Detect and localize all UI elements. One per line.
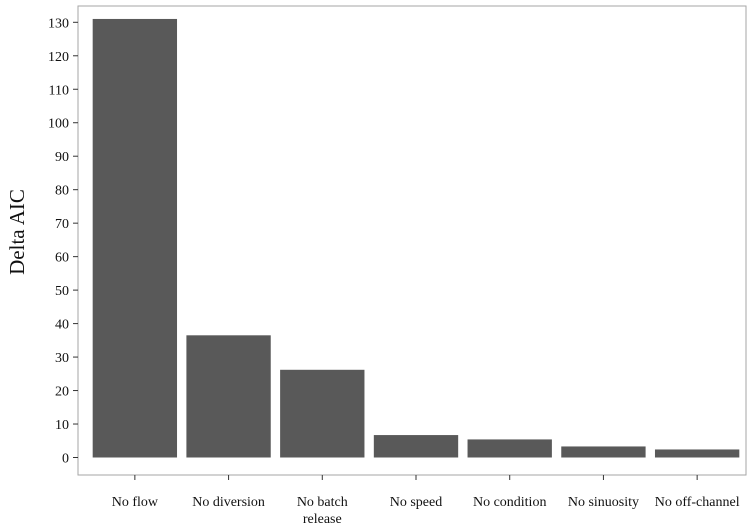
bar — [467, 439, 552, 458]
bar — [280, 369, 365, 458]
x-tick-label: No diversion — [192, 495, 265, 510]
y-tick-label: 10 — [55, 418, 69, 433]
y-tick-label: 120 — [48, 50, 69, 65]
x-tick-label: No condition — [473, 495, 547, 510]
bar — [561, 446, 646, 458]
y-tick-label: 110 — [49, 83, 69, 98]
y-tick-label: 40 — [55, 318, 69, 333]
y-tick-label: 30 — [55, 351, 69, 366]
y-tick-label: 100 — [48, 117, 69, 132]
y-tick-label: 70 — [55, 217, 69, 232]
y-tick-label: 0 — [62, 452, 69, 467]
bars — [92, 18, 740, 458]
plot-frame — [77, 5, 747, 476]
x-tick-label: No sinuosity — [568, 495, 639, 510]
bar — [92, 18, 178, 458]
x-tick-label: No flow — [112, 495, 159, 510]
y-axis: 0 10 20 30 40 50 60 70 80 90 100 110 120 130 — [48, 16, 78, 467]
x-tick-label: No off-channel — [655, 495, 740, 510]
x-axis: No flow No diversion No batch release No spe… — [112, 475, 740, 527]
y-tick-label: 50 — [55, 284, 69, 299]
y-tick-label: 90 — [55, 150, 69, 165]
bar — [373, 435, 459, 458]
bar — [654, 449, 740, 458]
x-tick-label: No speed — [390, 495, 443, 510]
bar — [186, 335, 271, 458]
x-tick-label: No batch release — [297, 495, 348, 527]
y-tick-label: 60 — [55, 251, 69, 266]
y-tick-label: 130 — [48, 16, 69, 31]
y-axis-title: Delta AIC — [5, 189, 29, 275]
y-tick-label: 80 — [55, 184, 69, 199]
y-tick-label: 20 — [55, 385, 69, 400]
